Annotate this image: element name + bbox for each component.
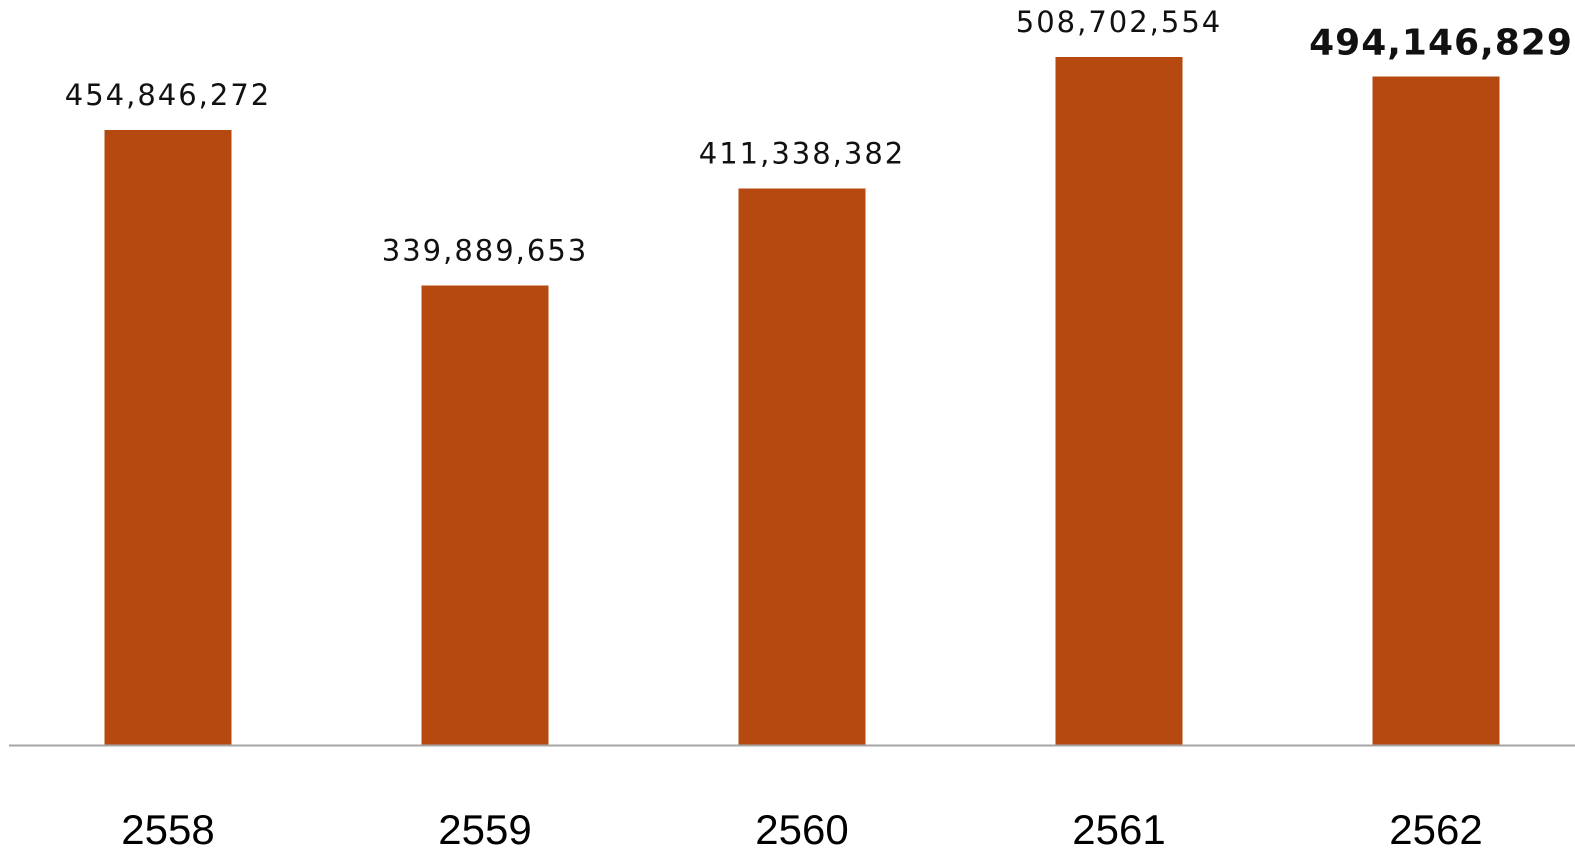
bar-2561	[1055, 57, 1183, 745]
x-tick-label-2560: 2560	[755, 806, 848, 853]
x-tick-label-2561: 2561	[1072, 806, 1165, 853]
x-tick-label-2562: 2562	[1389, 806, 1482, 853]
bar-2562	[1372, 76, 1500, 746]
bar-2560	[738, 188, 866, 746]
x-tick-label-2558: 2558	[121, 806, 214, 853]
value-label-2562: 494,146,829	[1309, 23, 1573, 64]
value-label-2558: 454,846,272	[65, 78, 272, 112]
bar-2559	[421, 285, 549, 745]
bar-2558	[104, 129, 232, 745]
x-tick-labels-group: 2558 2559 2560 2561 2562	[121, 806, 1482, 853]
bars-group	[104, 57, 1500, 746]
value-label-2561: 508,702,554	[1016, 5, 1223, 39]
x-tick-label-2559: 2559	[438, 806, 531, 853]
value-label-2560: 411,338,382	[699, 137, 906, 171]
value-labels-group: 454,846,272 339,889,653 411,338,382 508,702…	[65, 5, 1573, 267]
value-label-2559: 339,889,653	[382, 233, 589, 267]
